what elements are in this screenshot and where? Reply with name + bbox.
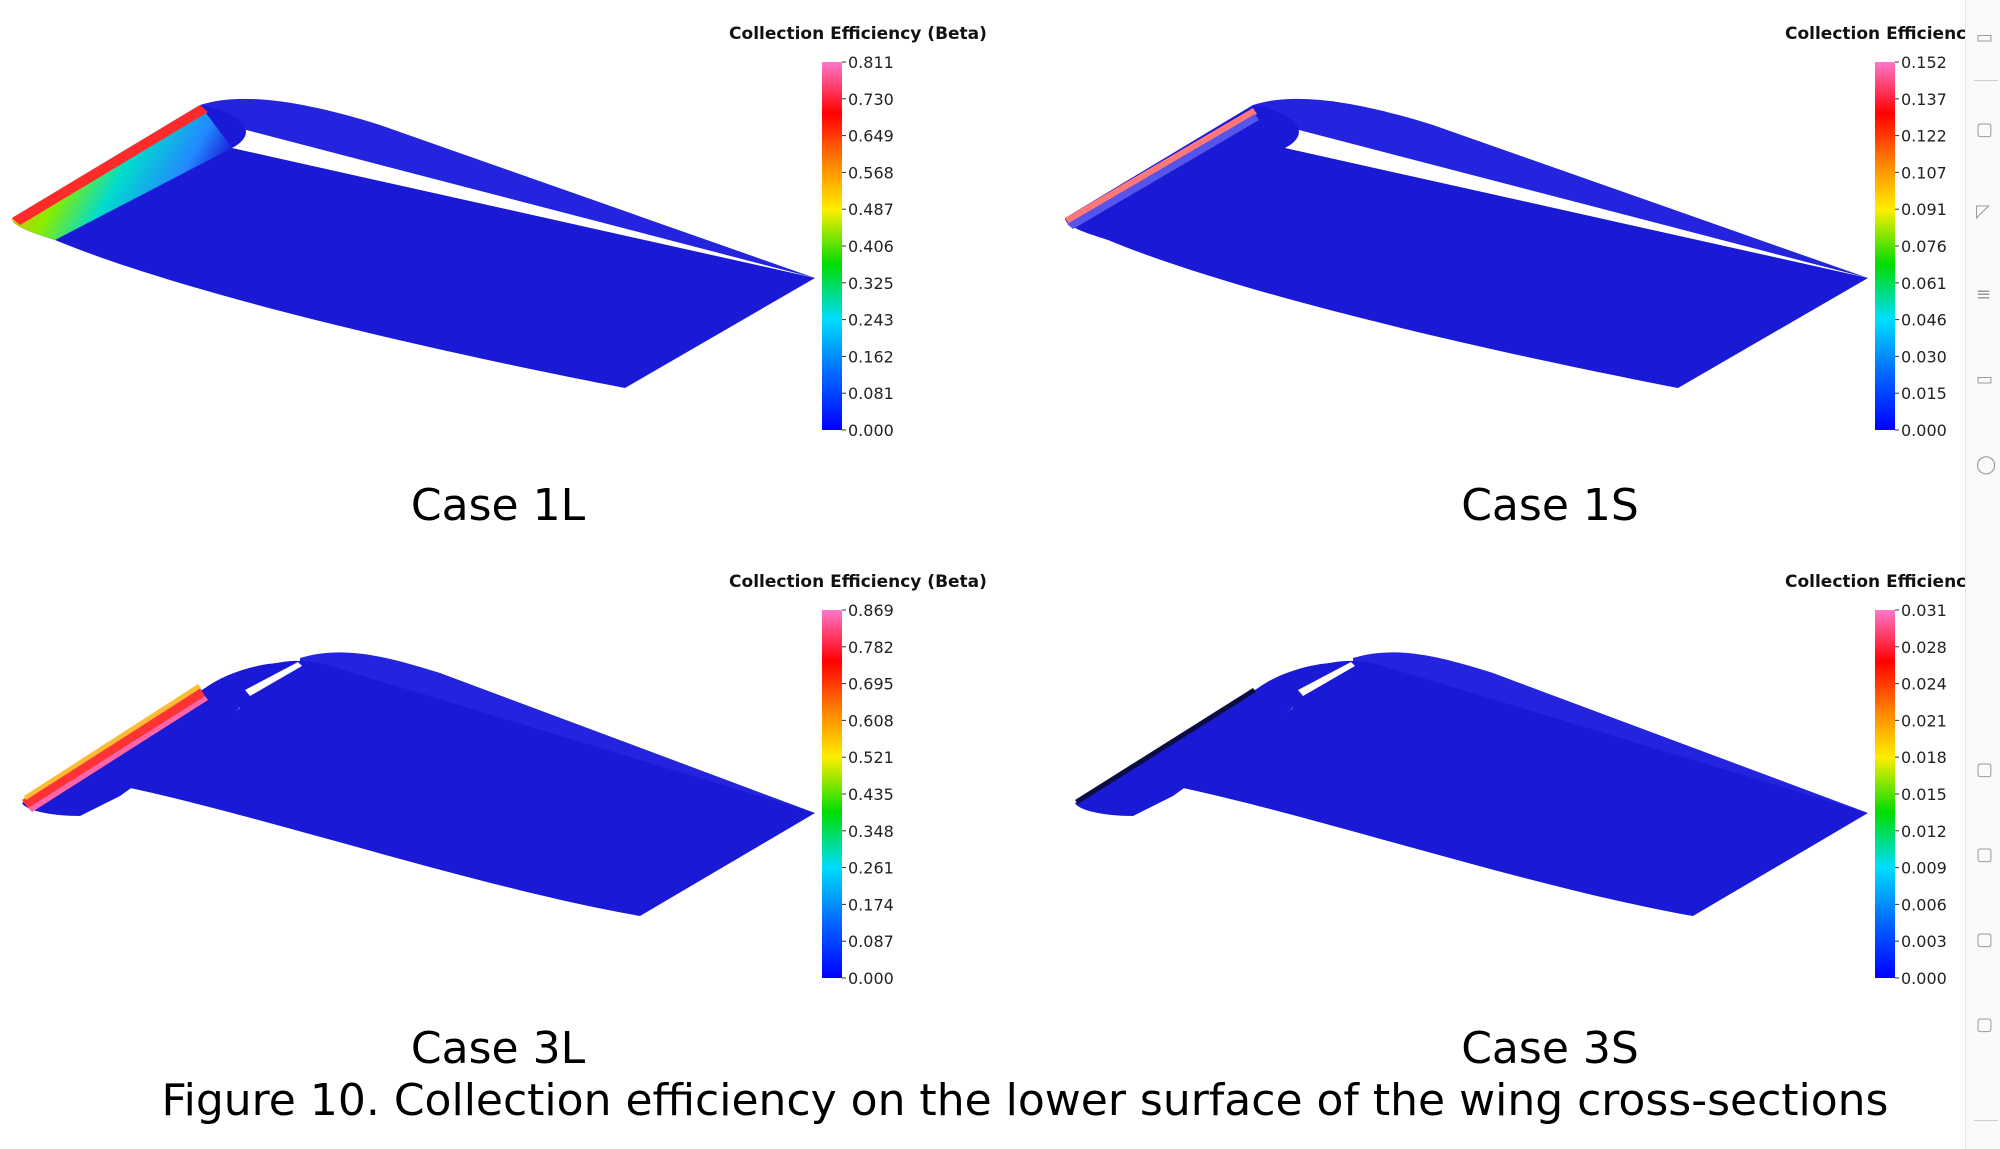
colorbar-tick-label: 0.107 bbox=[1901, 163, 1947, 182]
case-label: Case 3L bbox=[410, 1023, 586, 1074]
colorbar-tick-label: 0.009 bbox=[1901, 859, 1947, 878]
colorbar-tick-label: 0.061 bbox=[1901, 274, 1947, 293]
colorbar-tick-label: 0.348 bbox=[848, 822, 894, 841]
colorbar-tick-label: 0.152 bbox=[1901, 53, 1947, 72]
toolbar-separator bbox=[1974, 1120, 1998, 1121]
case-label: Case 1L bbox=[410, 480, 586, 531]
wing-upper-surface bbox=[300, 652, 815, 813]
colorbar-tick-label: 0.015 bbox=[1901, 384, 1947, 403]
wing-lower-surface bbox=[130, 660, 815, 916]
page-icon[interactable]: ▢ bbox=[1976, 120, 1994, 140]
colorbar-tick-label: 0.000 bbox=[1901, 421, 1947, 440]
toolbar-separator bbox=[1974, 80, 1998, 81]
panel-case-3s: Collection Efficienc 0.031 0.028 0.024 0.02… bbox=[1053, 548, 2000, 1108]
wing-upper-surface bbox=[1253, 98, 1868, 279]
colorbar-tick-label: 0.000 bbox=[1901, 969, 1947, 988]
wing-render-3s: Collection Efficienc 0.031 0.028 0.024 0.02… bbox=[1075, 572, 1966, 988]
colorbar-tick-label: 0.018 bbox=[1901, 748, 1947, 767]
colorbar-tick-label: 0.174 bbox=[848, 895, 894, 914]
slot-gap bbox=[1298, 662, 1355, 696]
colorbar-tick-label: 0.000 bbox=[848, 969, 894, 988]
colorbar-tick-label: 0.000 bbox=[848, 421, 894, 440]
wing-render-1s: Collection Efficienc 0.152 0.137 0.122 0.10… bbox=[1065, 24, 1966, 440]
colorbar bbox=[1875, 610, 1895, 978]
colorbar-tick-label: 0.811 bbox=[848, 53, 894, 72]
colorbar-tick-label: 0.030 bbox=[1901, 347, 1947, 366]
colorbar-tick-label: 0.782 bbox=[848, 638, 894, 657]
figure-caption: Figure 10. Collection efficiency on the … bbox=[161, 1075, 1889, 1126]
leading-edge-strip bbox=[1075, 688, 1256, 804]
colorbar-tick-label: 0.012 bbox=[1901, 822, 1947, 841]
panel-case-3l: Collection Efficiency (Beta) 0.869 0.782 0… bbox=[0, 548, 1000, 1108]
colorbar-tick-label: 0.243 bbox=[848, 311, 894, 330]
colorbar-tick-label: 0.137 bbox=[1901, 90, 1947, 109]
layout-icon[interactable]: ▭ bbox=[1976, 370, 1994, 390]
leading-edge-strip bbox=[12, 105, 232, 240]
colorbar-title: Collection Efficienc bbox=[1785, 24, 1966, 44]
comment-icon[interactable]: ◸ bbox=[1976, 202, 1990, 222]
circle-icon[interactable]: ◯ bbox=[1976, 455, 1996, 475]
bookmark-icon[interactable]: ▢ bbox=[1976, 930, 1994, 950]
wing-upper-surface bbox=[1353, 652, 1868, 813]
wing-render-3l: Collection Efficiency (Beta) 0.8690.7820… bbox=[22, 572, 987, 988]
colorbar-ticks: 0.152 0.137 0.122 0.107 0.091 0.076 0.061 0.046… bbox=[1895, 53, 1947, 440]
panel-case-1l: Collection Efficiency (Beta) 0.811 0.730 0… bbox=[0, 0, 1000, 560]
leading-edge-strip bbox=[22, 688, 205, 808]
slat-element bbox=[1075, 662, 1351, 816]
leading-edge-strip bbox=[1065, 108, 1257, 224]
colorbar-tick-label: 0.695 bbox=[848, 675, 894, 694]
colorbar-tick-label: 0.006 bbox=[1901, 895, 1947, 914]
colorbar-tick-label: 0.568 bbox=[848, 163, 894, 182]
colorbar-tick-label: 0.521 bbox=[848, 748, 894, 767]
colorbar-title: Collection Efficiency (Beta) bbox=[729, 24, 987, 44]
link-icon[interactable]: ▢ bbox=[1976, 1015, 1994, 1035]
colorbar-tick-label: 0.046 bbox=[1901, 311, 1947, 330]
colorbar-tick-label: 0.021 bbox=[1901, 711, 1947, 730]
colorbar-tick-label: 0.031 bbox=[1901, 601, 1947, 620]
colorbar-tick-label: 0.406 bbox=[848, 237, 894, 256]
edit-icon[interactable]: ▢ bbox=[1976, 845, 1994, 865]
colorbar-tick-label: 0.869 bbox=[848, 601, 894, 620]
colorbar-tick-label: 0.325 bbox=[848, 274, 894, 293]
slat-element bbox=[22, 662, 298, 816]
colorbar-tick-label: 0.091 bbox=[1901, 200, 1947, 219]
colorbar-ticks: 0.869 0.782 0.695 0.608 0.521 0.435 0.348 0.261… bbox=[842, 601, 894, 988]
colorbar-ticks: 0.811 0.730 0.649 0.568 0.487 0.406 0.325 0.243… bbox=[842, 53, 894, 440]
colorbar-tick-label: 0.162 bbox=[848, 347, 894, 366]
colorbar-tick-label: 0.261 bbox=[848, 859, 894, 878]
wing-render-1l: Collection Efficiency (Beta) 0.8110.7300… bbox=[12, 24, 987, 440]
right-toolbar: ▭ ▢ ◸ ≡ ▭ ◯ ▢ ▢ ▢ ▢ bbox=[1965, 0, 2000, 1149]
case-label: Case 1S bbox=[1461, 480, 1639, 531]
colorbar-tick-label: 0.081 bbox=[848, 384, 894, 403]
colorbar-tick-label: 0.730 bbox=[848, 90, 894, 109]
colorbar-ticks: 0.031 0.028 0.024 0.021 0.018 0.015 0.012 0.009… bbox=[1895, 601, 1947, 988]
colorbar-tick-label: 0.076 bbox=[1901, 237, 1947, 256]
colorbar-tick-label: 0.015 bbox=[1901, 785, 1947, 804]
colorbar-title: Collection Efficienc bbox=[1785, 572, 1966, 592]
wing-upper-surface bbox=[200, 98, 815, 279]
colorbar-tick-label: 0.608 bbox=[848, 711, 894, 730]
colorbar-tick-label: 0.122 bbox=[1901, 127, 1947, 146]
colorbar bbox=[822, 62, 842, 430]
case-label: Case 3S bbox=[1461, 1023, 1639, 1074]
colorbar-tick-label: 0.649 bbox=[848, 127, 894, 146]
colorbar bbox=[1875, 62, 1895, 430]
panel-case-1s: Collection Efficienc 0.152 0.137 0.122 0.10… bbox=[1053, 0, 2000, 560]
list-icon[interactable]: ≡ bbox=[1976, 285, 1992, 305]
wing-lower-surface bbox=[12, 105, 815, 388]
colorbar-tick-label: 0.487 bbox=[848, 200, 894, 219]
colorbar-tick-label: 0.435 bbox=[848, 785, 894, 804]
wing-lower-surface bbox=[1183, 660, 1868, 916]
colorbar-title: Collection Efficiency (Beta) bbox=[729, 572, 987, 592]
wing-lower-surface bbox=[1065, 105, 1868, 388]
colorbar bbox=[822, 610, 842, 978]
colorbar-tick-label: 0.024 bbox=[1901, 675, 1947, 694]
slot-gap bbox=[245, 662, 302, 696]
colorbar-tick-label: 0.087 bbox=[848, 932, 894, 951]
colorbar-tick-label: 0.028 bbox=[1901, 638, 1947, 657]
tag-icon[interactable]: ▢ bbox=[1976, 760, 1994, 780]
layout-icon[interactable]: ▭ bbox=[1976, 28, 1994, 48]
colorbar-tick-label: 0.003 bbox=[1901, 932, 1947, 951]
